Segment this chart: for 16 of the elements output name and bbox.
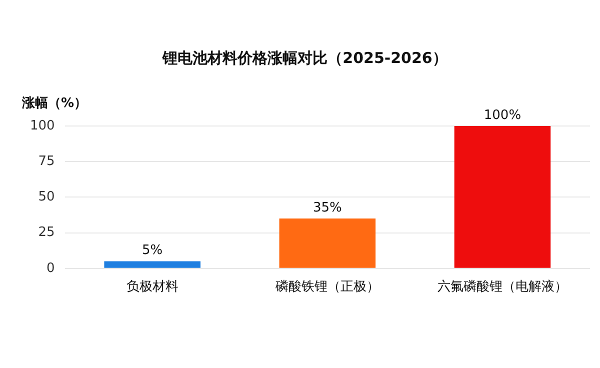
data-label: 5% (142, 243, 163, 258)
data-label: 35% (312, 200, 342, 216)
x-tick-label: 六氟磷酸锂（电解液） (437, 280, 568, 295)
y-tick-label: 0 (46, 260, 55, 276)
y-tick-label: 25 (38, 225, 55, 240)
bar (454, 126, 551, 268)
y-tick-label: 100 (30, 118, 55, 134)
x-tick-label: 磷酸铁锂（正极） (274, 280, 380, 295)
bar (279, 218, 376, 268)
chart-title: 锂电池材料价格涨幅对比（2025-2026） (162, 48, 448, 67)
bar (104, 261, 200, 268)
x-tick-label: 负极材料 (126, 280, 178, 295)
data-label: 100% (484, 108, 522, 123)
y-tick-label: 50 (38, 190, 55, 205)
y-axis-title: 涨幅（%） (21, 96, 88, 111)
y-tick-label: 75 (38, 154, 55, 169)
